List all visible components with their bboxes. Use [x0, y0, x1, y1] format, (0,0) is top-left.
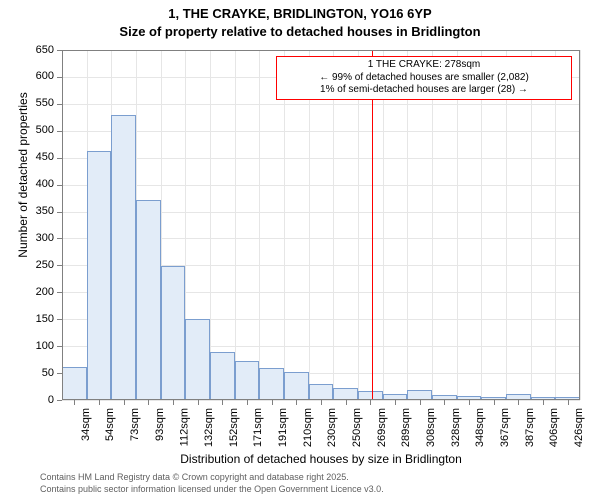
- xtick-mark: [420, 400, 421, 405]
- xtick-mark: [370, 400, 371, 405]
- xtick-mark: [272, 400, 273, 405]
- gridline-v: [358, 50, 359, 400]
- ytick-label: 100: [22, 340, 54, 352]
- xtick-mark: [444, 400, 445, 405]
- xtick-label: 426sqm: [573, 408, 585, 447]
- bar: [235, 361, 260, 400]
- xtick-mark: [99, 400, 100, 405]
- axis-border: [62, 50, 580, 51]
- xtick-mark: [247, 400, 248, 405]
- axis-border: [62, 399, 580, 400]
- xtick-label: 210sqm: [302, 408, 314, 447]
- bar: [185, 319, 210, 400]
- xtick-label: 367sqm: [499, 408, 511, 447]
- annotation-line: 1% of semi-detached houses are larger (2…: [281, 84, 567, 97]
- xtick-label: 171sqm: [253, 408, 265, 447]
- reference-line: [372, 50, 373, 400]
- xtick-label: 269sqm: [376, 408, 388, 447]
- xtick-mark: [74, 400, 75, 405]
- xtick-label: 152sqm: [228, 408, 240, 447]
- axis-border: [579, 50, 580, 400]
- xtick-mark: [148, 400, 149, 405]
- xtick-mark: [395, 400, 396, 405]
- gridline-h: [62, 185, 580, 186]
- xtick-mark: [543, 400, 544, 405]
- y-axis-label: Number of detached properties: [16, 25, 30, 325]
- xtick-label: 73sqm: [129, 408, 141, 441]
- xtick-mark: [296, 400, 297, 405]
- ytick-mark: [57, 400, 62, 401]
- axis-border: [62, 50, 63, 400]
- gridline-v: [580, 50, 581, 400]
- xtick-mark: [568, 400, 569, 405]
- xtick-mark: [494, 400, 495, 405]
- gridline-h: [62, 158, 580, 159]
- gridline-v: [481, 50, 482, 400]
- xtick-mark: [173, 400, 174, 405]
- xtick-label: 348sqm: [475, 408, 487, 447]
- bar: [87, 151, 112, 400]
- annotation-line: 1 THE CRAYKE: 278sqm: [281, 59, 567, 72]
- gridline-v: [531, 50, 532, 400]
- xtick-label: 328sqm: [450, 408, 462, 447]
- bar: [309, 384, 334, 400]
- ytick-label: 0: [22, 394, 54, 406]
- bar: [111, 115, 136, 400]
- gridline-v: [235, 50, 236, 400]
- xtick-label: 34sqm: [80, 408, 92, 441]
- chart-container: 1, THE CRAYKE, BRIDLINGTON, YO16 6YP Siz…: [0, 0, 600, 500]
- bar: [210, 352, 235, 400]
- xtick-label: 54sqm: [105, 408, 117, 441]
- gridline-v: [506, 50, 507, 400]
- gridline-v: [259, 50, 260, 400]
- bar: [284, 372, 309, 400]
- bar: [161, 266, 186, 400]
- gridline-v: [432, 50, 433, 400]
- footer: Contains HM Land Registry data © Crown c…: [40, 472, 384, 495]
- xtick-label: 112sqm: [179, 408, 191, 446]
- annotation-line: ← 99% of detached houses are smaller (2,…: [281, 72, 567, 85]
- ytick-label: 50: [22, 367, 54, 379]
- xtick-mark: [321, 400, 322, 405]
- footer-line: Contains HM Land Registry data © Crown c…: [40, 472, 384, 484]
- xtick-mark: [222, 400, 223, 405]
- gridline-v: [457, 50, 458, 400]
- gridline-v: [555, 50, 556, 400]
- xtick-label: 250sqm: [351, 408, 363, 447]
- xtick-label: 191sqm: [277, 408, 289, 447]
- plot-area: 0501001502002503003504004505005506006503…: [62, 50, 580, 400]
- xtick-mark: [124, 400, 125, 405]
- x-axis-label: Distribution of detached houses by size …: [62, 452, 580, 466]
- xtick-mark: [518, 400, 519, 405]
- bar: [259, 368, 284, 400]
- gridline-v: [309, 50, 310, 400]
- xtick-label: 289sqm: [401, 408, 413, 447]
- xtick-label: 406sqm: [549, 408, 561, 447]
- xtick-label: 387sqm: [524, 408, 536, 447]
- gridline-v: [210, 50, 211, 400]
- gridline-v: [383, 50, 384, 400]
- gridline-v: [333, 50, 334, 400]
- xtick-mark: [198, 400, 199, 405]
- xtick-label: 230sqm: [327, 408, 339, 447]
- annotation-box: 1 THE CRAYKE: 278sqm ← 99% of detached h…: [276, 56, 572, 100]
- gridline-v: [407, 50, 408, 400]
- xtick-label: 93sqm: [154, 408, 166, 441]
- gridline-h: [62, 131, 580, 132]
- xtick-label: 308sqm: [425, 408, 437, 447]
- footer-line: Contains public sector information licen…: [40, 484, 384, 496]
- chart-title-line2: Size of property relative to detached ho…: [0, 24, 600, 41]
- bar: [136, 200, 161, 400]
- chart-title-line1: 1, THE CRAYKE, BRIDLINGTON, YO16 6YP: [0, 6, 600, 23]
- gridline-h: [62, 104, 580, 105]
- xtick-mark: [346, 400, 347, 405]
- gridline-v: [284, 50, 285, 400]
- xtick-label: 132sqm: [203, 408, 215, 447]
- bar: [62, 367, 87, 400]
- xtick-mark: [469, 400, 470, 405]
